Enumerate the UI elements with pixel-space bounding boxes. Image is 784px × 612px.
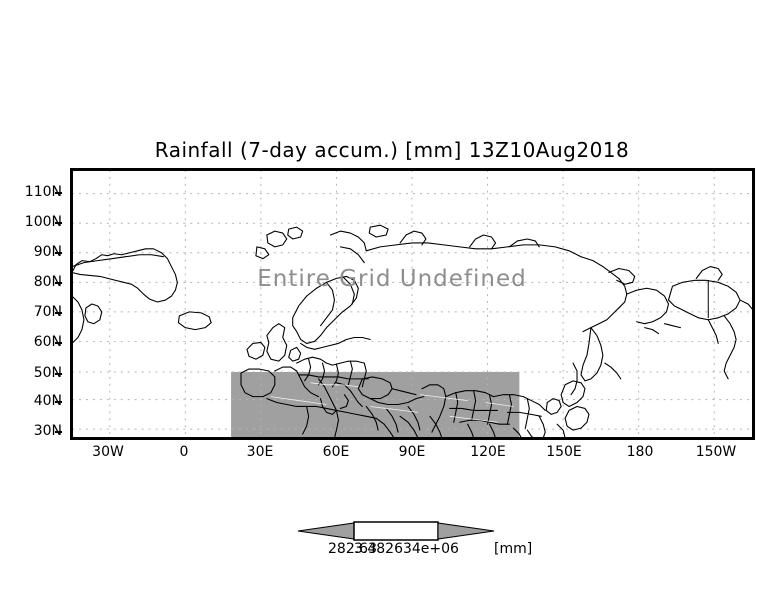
y-tick-mark-80n [55, 282, 62, 284]
y-tick-label-40n: 40N [33, 393, 62, 409]
colorbar-unit-label: [mm] [494, 541, 533, 557]
y-tick-mark-30n [55, 431, 62, 433]
page-title: Rainfall (7-day accum.) [mm] 13Z10Aug201… [154, 138, 630, 162]
map-frame-border [72, 170, 753, 438]
map-canvas [72, 170, 753, 438]
x-tick-label-150e: 150E [546, 444, 582, 460]
colorbar-label-high: 3.482634e+06 [354, 541, 459, 557]
x-tick-label-30w: 30W [92, 444, 124, 460]
y-tick-mark-110n [55, 192, 62, 194]
y-tick-mark-70n [55, 312, 62, 314]
x-tick-label-120e: 120E [470, 444, 506, 460]
shaded-data-region [231, 371, 520, 438]
y-tick-label-70n: 70N [33, 304, 62, 320]
y-tick-mark-90n [55, 252, 62, 254]
y-tick-label-30n: 30N [33, 423, 62, 439]
colorbar-label-low: 282.63 [328, 541, 377, 557]
map-gridlines [72, 170, 753, 438]
x-tick-label-150w: 150W [695, 444, 737, 460]
y-tick-label-110n: 110N [24, 184, 62, 200]
y-tick-label-50n: 50N [33, 365, 62, 381]
colorbar[interactable] [296, 518, 496, 544]
shaded-region-detail [270, 382, 514, 423]
colorbar-labels: 282.63 3.482634e+06 [mm] [250, 541, 550, 559]
x-tick-label-90e: 90E [398, 444, 426, 460]
colorbar-band [353, 521, 439, 541]
map-plot-area[interactable] [70, 168, 755, 440]
y-tick-label-100n: 100N [24, 214, 62, 230]
colorbar-low-arrow [297, 522, 355, 540]
coastlines [72, 224, 753, 438]
y-tick-mark-50n [55, 373, 62, 375]
y-tick-mark-40n [55, 401, 62, 403]
x-tick-label-0: 0 [179, 444, 189, 460]
y-tick-label-80n: 80N [33, 274, 62, 290]
colorbar-graphic [297, 521, 495, 541]
y-axis-labels: 110N 100N 90N 80N 70N 60N 50N 40N 30N [0, 168, 62, 440]
y-tick-mark-100n [55, 222, 62, 224]
x-tick-label-30e: 30E [246, 444, 274, 460]
x-tick-label-180: 180 [626, 444, 654, 460]
y-tick-label-90n: 90N [33, 244, 62, 260]
colorbar-high-arrow [437, 522, 495, 540]
x-tick-label-60e: 60E [322, 444, 350, 460]
y-tick-label-60n: 60N [33, 334, 62, 350]
x-axis-labels: 30W 0 30E 60E 90E 120E 150E 180 150W [70, 444, 755, 468]
y-tick-mark-60n [55, 342, 62, 344]
